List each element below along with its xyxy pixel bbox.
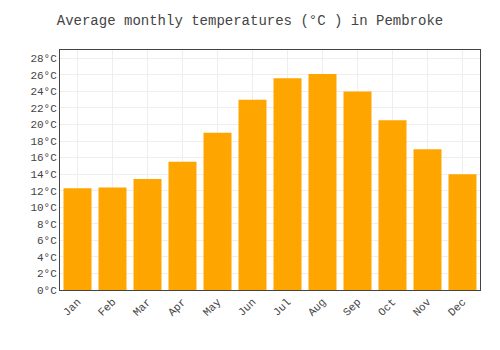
svg-text:Aug: Aug (306, 296, 328, 318)
svg-text:14°C: 14°C (30, 169, 57, 181)
svg-text:4°C: 4°C (37, 252, 57, 264)
svg-text:Sep: Sep (341, 296, 363, 318)
svg-text:Oct: Oct (376, 296, 398, 318)
svg-text:Nov: Nov (411, 296, 434, 319)
svg-text:24°C: 24°C (30, 86, 57, 98)
svg-text:Dec: Dec (446, 296, 468, 318)
svg-text:0°C: 0°C (37, 285, 57, 297)
svg-text:10°C: 10°C (30, 202, 57, 214)
svg-text:12°C: 12°C (30, 186, 57, 198)
svg-text:28°C: 28°C (30, 53, 57, 65)
svg-text:Apr: Apr (166, 296, 188, 318)
svg-text:May: May (201, 296, 224, 319)
svg-text:2°C: 2°C (37, 268, 57, 280)
svg-text:Average monthly temperatures (: Average monthly temperatures (°C ) in Pe… (57, 13, 443, 29)
svg-text:Feb: Feb (96, 296, 118, 318)
svg-text:20°C: 20°C (30, 119, 57, 131)
svg-text:6°C: 6°C (37, 235, 57, 247)
svg-text:8°C: 8°C (37, 219, 57, 231)
svg-text:18°C: 18°C (30, 136, 57, 148)
svg-text:26°C: 26°C (30, 70, 57, 82)
svg-text:Jul: Jul (271, 296, 293, 318)
svg-text:Jun: Jun (236, 296, 258, 318)
svg-text:22°C: 22°C (30, 103, 57, 115)
svg-text:16°C: 16°C (30, 152, 57, 164)
svg-text:Mar: Mar (131, 296, 153, 318)
svg-text:Jan: Jan (61, 296, 83, 318)
